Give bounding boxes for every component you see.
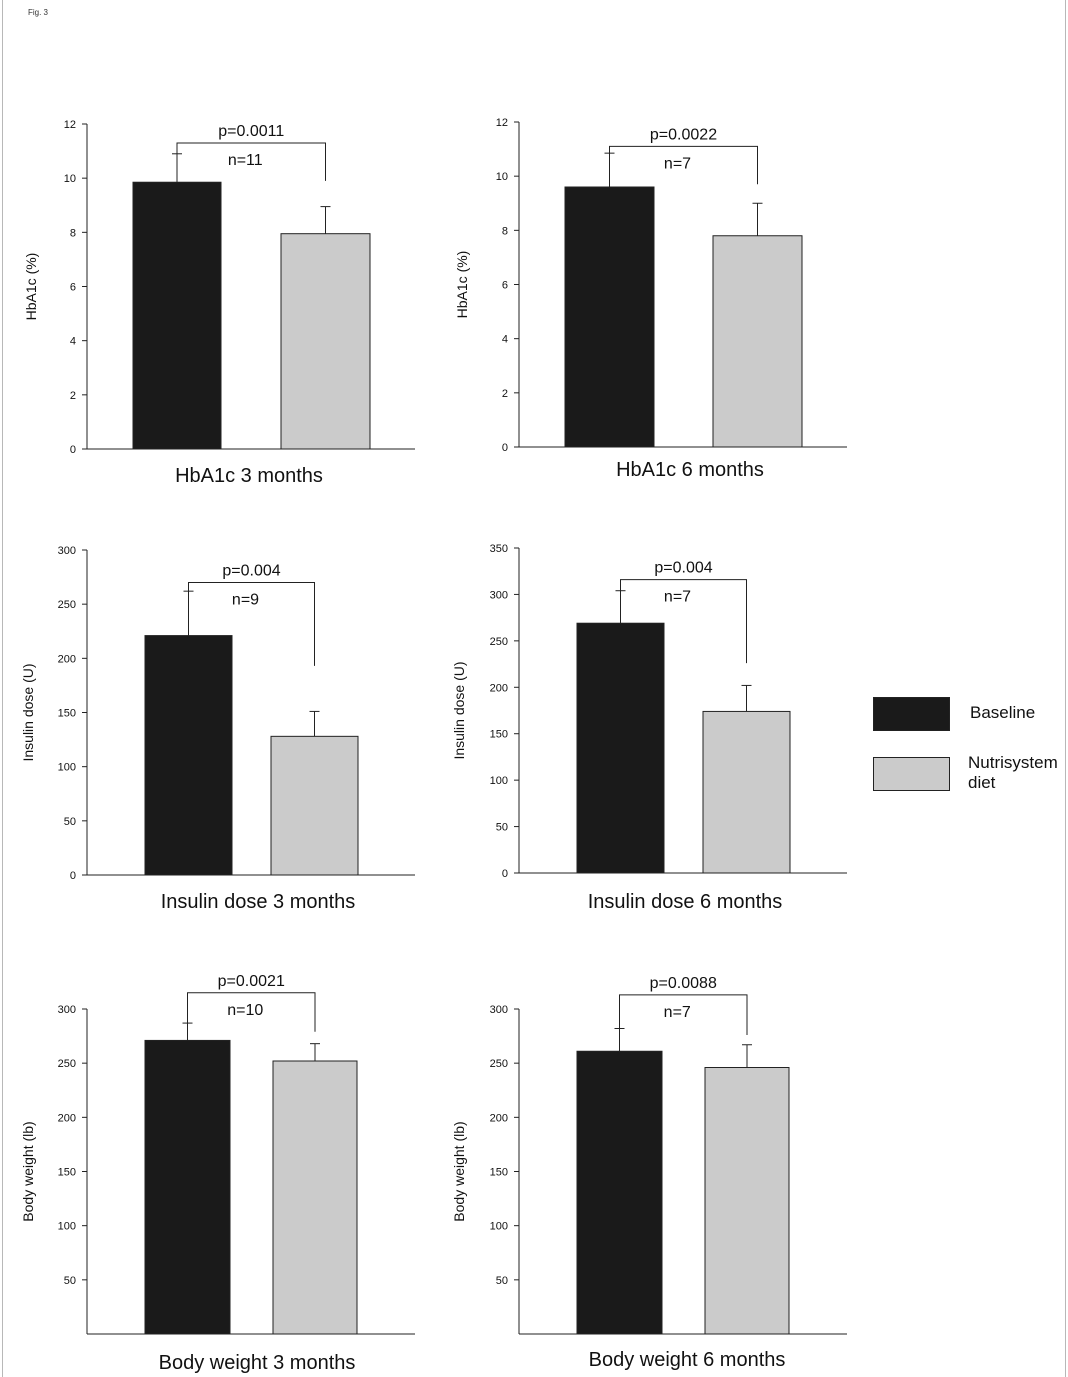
y-tick-label: 300 [490,1004,508,1016]
y-tick-label: 8 [70,227,76,239]
bar-baseline [576,1050,663,1335]
n-label: n=7 [664,1004,691,1021]
y-tick-label: 0 [70,870,76,882]
y-tick-label: 50 [64,816,76,828]
legend-swatch-baseline [873,697,950,731]
bar-diet [270,735,359,876]
y-axis-label: HbA1c (%) [454,251,470,319]
p-value-label: p=0.0088 [650,975,717,992]
p-value-label: p=0.004 [222,563,280,580]
n-label: n=7 [664,589,691,606]
y-axis-label: Insulin dose (U) [451,661,467,759]
figure-label: Fig. 3 [28,8,49,17]
y-axis-label: HbA1c (%) [23,253,39,321]
y-tick-label: 350 [490,543,508,555]
y-tick-label: 150 [58,708,76,720]
y-tick-label: 300 [490,589,508,601]
chart-title: HbA1c 6 months [616,459,764,481]
y-tick-label: 150 [58,1167,76,1179]
chart-title: Insulin dose 6 months [588,891,783,913]
bar-baseline [576,622,665,874]
chart-title: Insulin dose 3 months [161,891,356,913]
bar-diet [702,710,791,874]
chart-title: Body weight 6 months [589,1349,786,1371]
n-label: n=10 [227,1002,263,1019]
y-axis-label: Insulin dose (U) [20,663,36,761]
bar-baseline [132,181,222,450]
significance-bracket [620,579,747,664]
y-tick-label: 12 [496,117,508,129]
y-tick-label: 6 [502,280,508,292]
y-tick-label: 10 [64,173,76,185]
y-tick-label: 200 [490,1112,508,1124]
y-tick-label: 250 [490,1058,508,1070]
y-tick-label: 2 [70,390,76,402]
y-tick-label: 12 [64,119,76,131]
bar-baseline [144,635,233,876]
significance-bracket [187,992,316,1032]
y-tick-label: 50 [64,1275,76,1287]
bar-diet [272,1060,358,1335]
y-tick-label: 50 [496,822,508,834]
y-tick-label: 250 [490,636,508,648]
p-value-label: p=0.0021 [218,973,285,990]
significance-bracket [188,582,315,666]
y-tick-label: 100 [490,775,508,787]
chart-title: Body weight 3 months [159,1352,356,1374]
bar-diet [712,235,803,448]
y-tick-label: 2 [502,388,508,400]
y-tick-label: 0 [502,442,508,454]
y-tick-label: 200 [58,653,76,665]
y-tick-label: 0 [70,444,76,456]
chart-panel-3: 0 50 100 150 200 250 300 Insulin dose (U) p=0.00… [20,545,415,913]
bar-baseline [564,186,655,448]
legend-label-baseline: Baseline [970,703,1036,722]
bar-baseline [144,1039,231,1335]
bar-diet [704,1067,790,1335]
y-axis-label: Body weight (lb) [20,1121,36,1221]
legend-label-diet: Nutrisystem diet [968,753,1058,792]
y-axis-label: Body weight (lb) [451,1121,467,1221]
y-tick-label: 100 [58,762,76,774]
n-label: n=7 [664,155,691,172]
chart-panel-4: 0 50 100 150 200 250 300 350 Insulin dose (U) p=0… [451,543,847,913]
p-value-label: p=0.0011 [218,123,284,140]
p-value-label: p=0.004 [654,560,712,577]
significance-bracket [619,994,748,1035]
chart-title: HbA1c 3 months [175,465,323,487]
y-tick-label: 150 [490,1167,508,1179]
y-tick-label: 4 [502,334,508,346]
p-value-label: p=0.0022 [650,126,717,143]
y-tick-label: 100 [490,1221,508,1233]
y-tick-label: 4 [70,336,76,348]
y-tick-label: 300 [58,1004,76,1016]
y-tick-label: 50 [496,1275,508,1287]
bar-diet [280,233,371,450]
significance-bracket [609,145,758,185]
chart-panel-2: 0 2 4 6 8 10 12 HbA1c (%) p=0.0022 n=7 HbA1c 6 mon… [454,117,847,481]
y-tick-label: 200 [58,1112,76,1124]
chart-panel-6: 50 100 150 200 250 300 Body weight (lb) p=0.008… [451,975,847,1371]
y-tick-label: 10 [496,171,508,183]
y-tick-label: 250 [58,599,76,611]
y-tick-label: 6 [70,282,76,294]
y-tick-label: 200 [490,682,508,694]
y-tick-label: 0 [502,868,508,880]
n-label: n=11 [228,152,263,169]
y-tick-label: 300 [58,545,76,557]
legend-swatch-diet [873,757,950,791]
n-label: n=9 [232,592,259,609]
y-tick-label: 250 [58,1058,76,1070]
chart-panel-1: 0 2 4 6 8 10 12 HbA1c (%) p=0.0011 n=11 HbA1c 3 mo… [23,119,415,487]
y-tick-label: 100 [58,1221,76,1233]
chart-panel-5: 50 100 150 200 250 300 Body weight (lb) p=0.002… [20,973,415,1374]
y-tick-label: 8 [502,225,508,237]
significance-bracket [176,142,326,181]
y-tick-label: 150 [490,729,508,741]
